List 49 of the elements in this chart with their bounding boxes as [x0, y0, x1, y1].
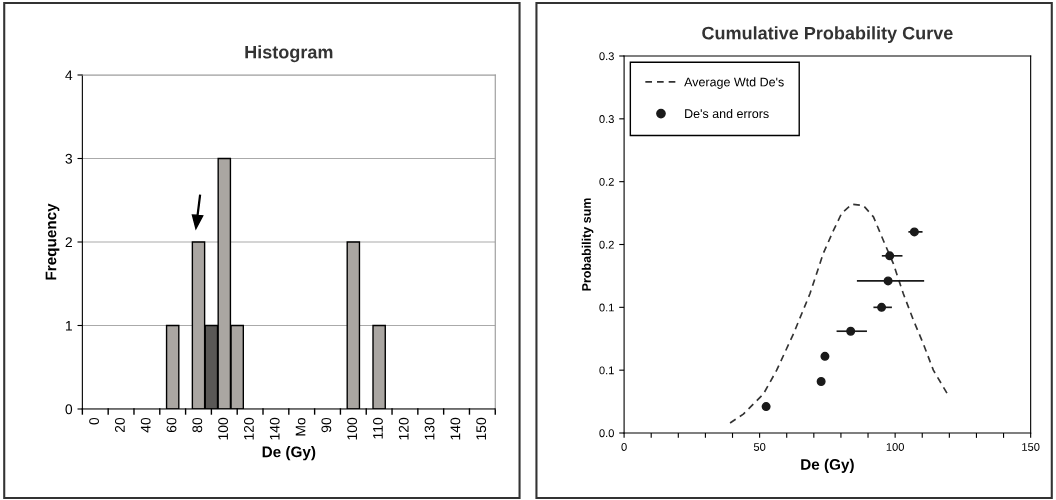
y-tick-label: 0.2 — [599, 177, 614, 186]
y-tick-label: 0.2 — [599, 240, 614, 249]
y-tick-label: 0.3 — [599, 52, 614, 61]
chart-title: Histogram — [245, 45, 333, 63]
x-tick-label: 150 — [1022, 443, 1040, 451]
y-tick-label: 1 — [65, 320, 72, 331]
x-tick-label: 0 — [89, 417, 99, 425]
line-series — [729, 203, 950, 424]
point — [885, 251, 895, 261]
x-tick-label: 100 — [886, 443, 904, 451]
x-tick-label: 80 — [192, 417, 203, 433]
x-tick-label: 50 — [753, 443, 766, 451]
y-axis-title: Probability sum — [581, 198, 594, 291]
x-tick-label: 100 — [218, 417, 229, 440]
y-tick-label: 3 — [65, 153, 73, 164]
x-tick-label: 120 — [244, 417, 254, 440]
y-axis-title: Frequency — [45, 203, 60, 280]
point — [909, 227, 919, 237]
x-axis-title: De (Gy) — [262, 446, 316, 461]
x-tick-label: 60 — [166, 417, 177, 433]
x-tick-label: 130 — [424, 417, 435, 440]
point — [761, 402, 771, 412]
x-tick-label: 110 — [373, 417, 383, 439]
point — [877, 302, 887, 312]
x-tick-label: Mo — [295, 417, 306, 436]
x-tick-label: 140 — [269, 417, 280, 440]
x-tick-label: 20 — [114, 417, 125, 433]
x-tick-label: 0 — [621, 443, 627, 451]
chart-title: Cumulative Probability Curve — [702, 26, 953, 44]
y-tick-label: 0.1 — [599, 366, 614, 375]
point — [820, 351, 830, 361]
x-axis-title: De (Gy) — [801, 458, 854, 473]
x-tick-label: 150 — [476, 417, 487, 440]
point — [883, 276, 893, 286]
x-tick-label: 140 — [450, 417, 461, 440]
y-tick-label: 2 — [65, 237, 72, 248]
point — [816, 376, 826, 386]
legend-label: De's and errors — [685, 108, 769, 119]
y-tick-label: 0.1 — [599, 303, 614, 312]
y-tick-label: 4 — [65, 70, 73, 81]
x-tick-label: 90 — [321, 417, 332, 433]
legend-label: Average Wtd De's — [684, 77, 784, 89]
x-tick-label: 40 — [140, 417, 151, 433]
y-tick-label: 0 — [65, 404, 73, 415]
point — [846, 326, 856, 336]
y-tick-label: 0.0 — [599, 429, 614, 438]
x-tick-label: 100 — [347, 417, 358, 440]
x-tick-label: 120 — [398, 417, 409, 440]
y-tick-label: 0.3 — [599, 115, 614, 123]
